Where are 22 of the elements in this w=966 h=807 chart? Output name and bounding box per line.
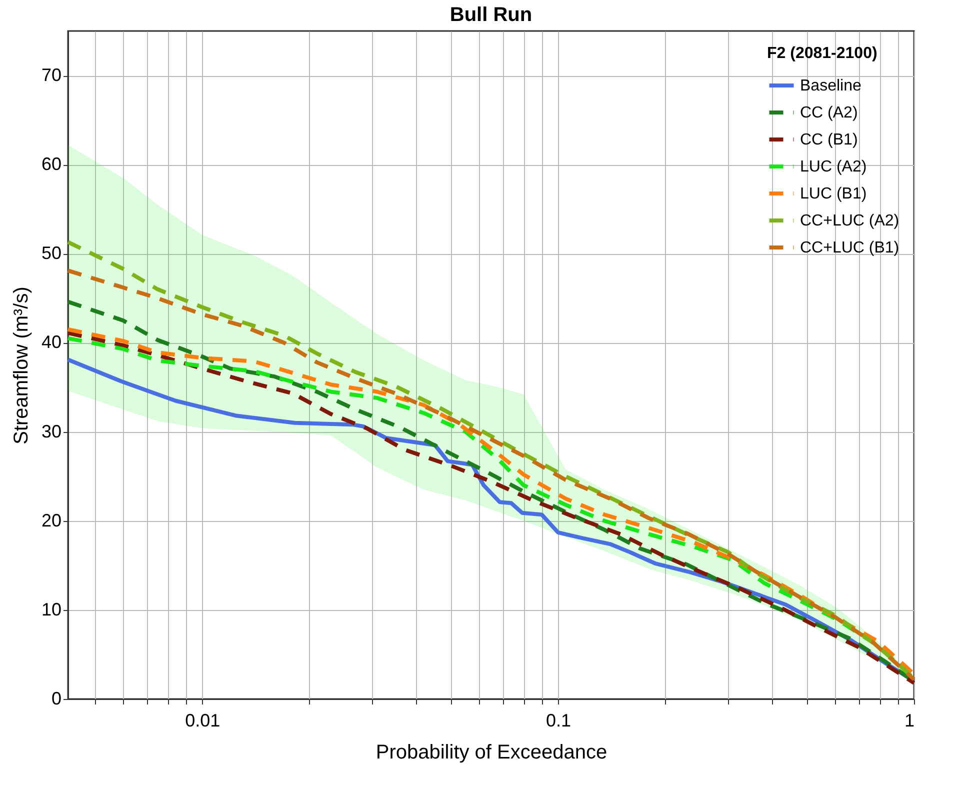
legend-label: LUC (B1) (800, 186, 867, 202)
y-tick-label: 20 (41, 510, 62, 530)
y-tick-label: 30 (41, 421, 62, 442)
chart-title: Bull Run (450, 4, 532, 26)
y-tick-label: 70 (41, 65, 62, 86)
legend-label: Baseline (800, 78, 862, 94)
y-tick-label: 60 (41, 154, 62, 174)
x-axis-title: Probability of Exceedance (376, 742, 608, 764)
x-tick-label: 0.01 (185, 710, 220, 730)
legend-label: LUC (A2) (800, 158, 867, 176)
y-tick-label: 50 (41, 243, 62, 264)
legend-label: CC+LUC (A2) (800, 212, 900, 230)
legend-title: F2 (2081-2100) (767, 45, 878, 62)
y-tick-label: 0 (51, 688, 62, 708)
x-tick-label: 0.1 (546, 710, 572, 730)
y-tick-label: 10 (41, 599, 62, 620)
legend-label: CC+LUC (B1) (800, 240, 900, 256)
y-tick-label: 40 (41, 332, 62, 352)
legend-label: CC (A2) (800, 104, 858, 122)
x-tick-label: 1 (904, 710, 914, 730)
y-axis-title: Streamflow (m³/s) (10, 286, 32, 444)
legend-label: CC (B1) (800, 132, 858, 148)
